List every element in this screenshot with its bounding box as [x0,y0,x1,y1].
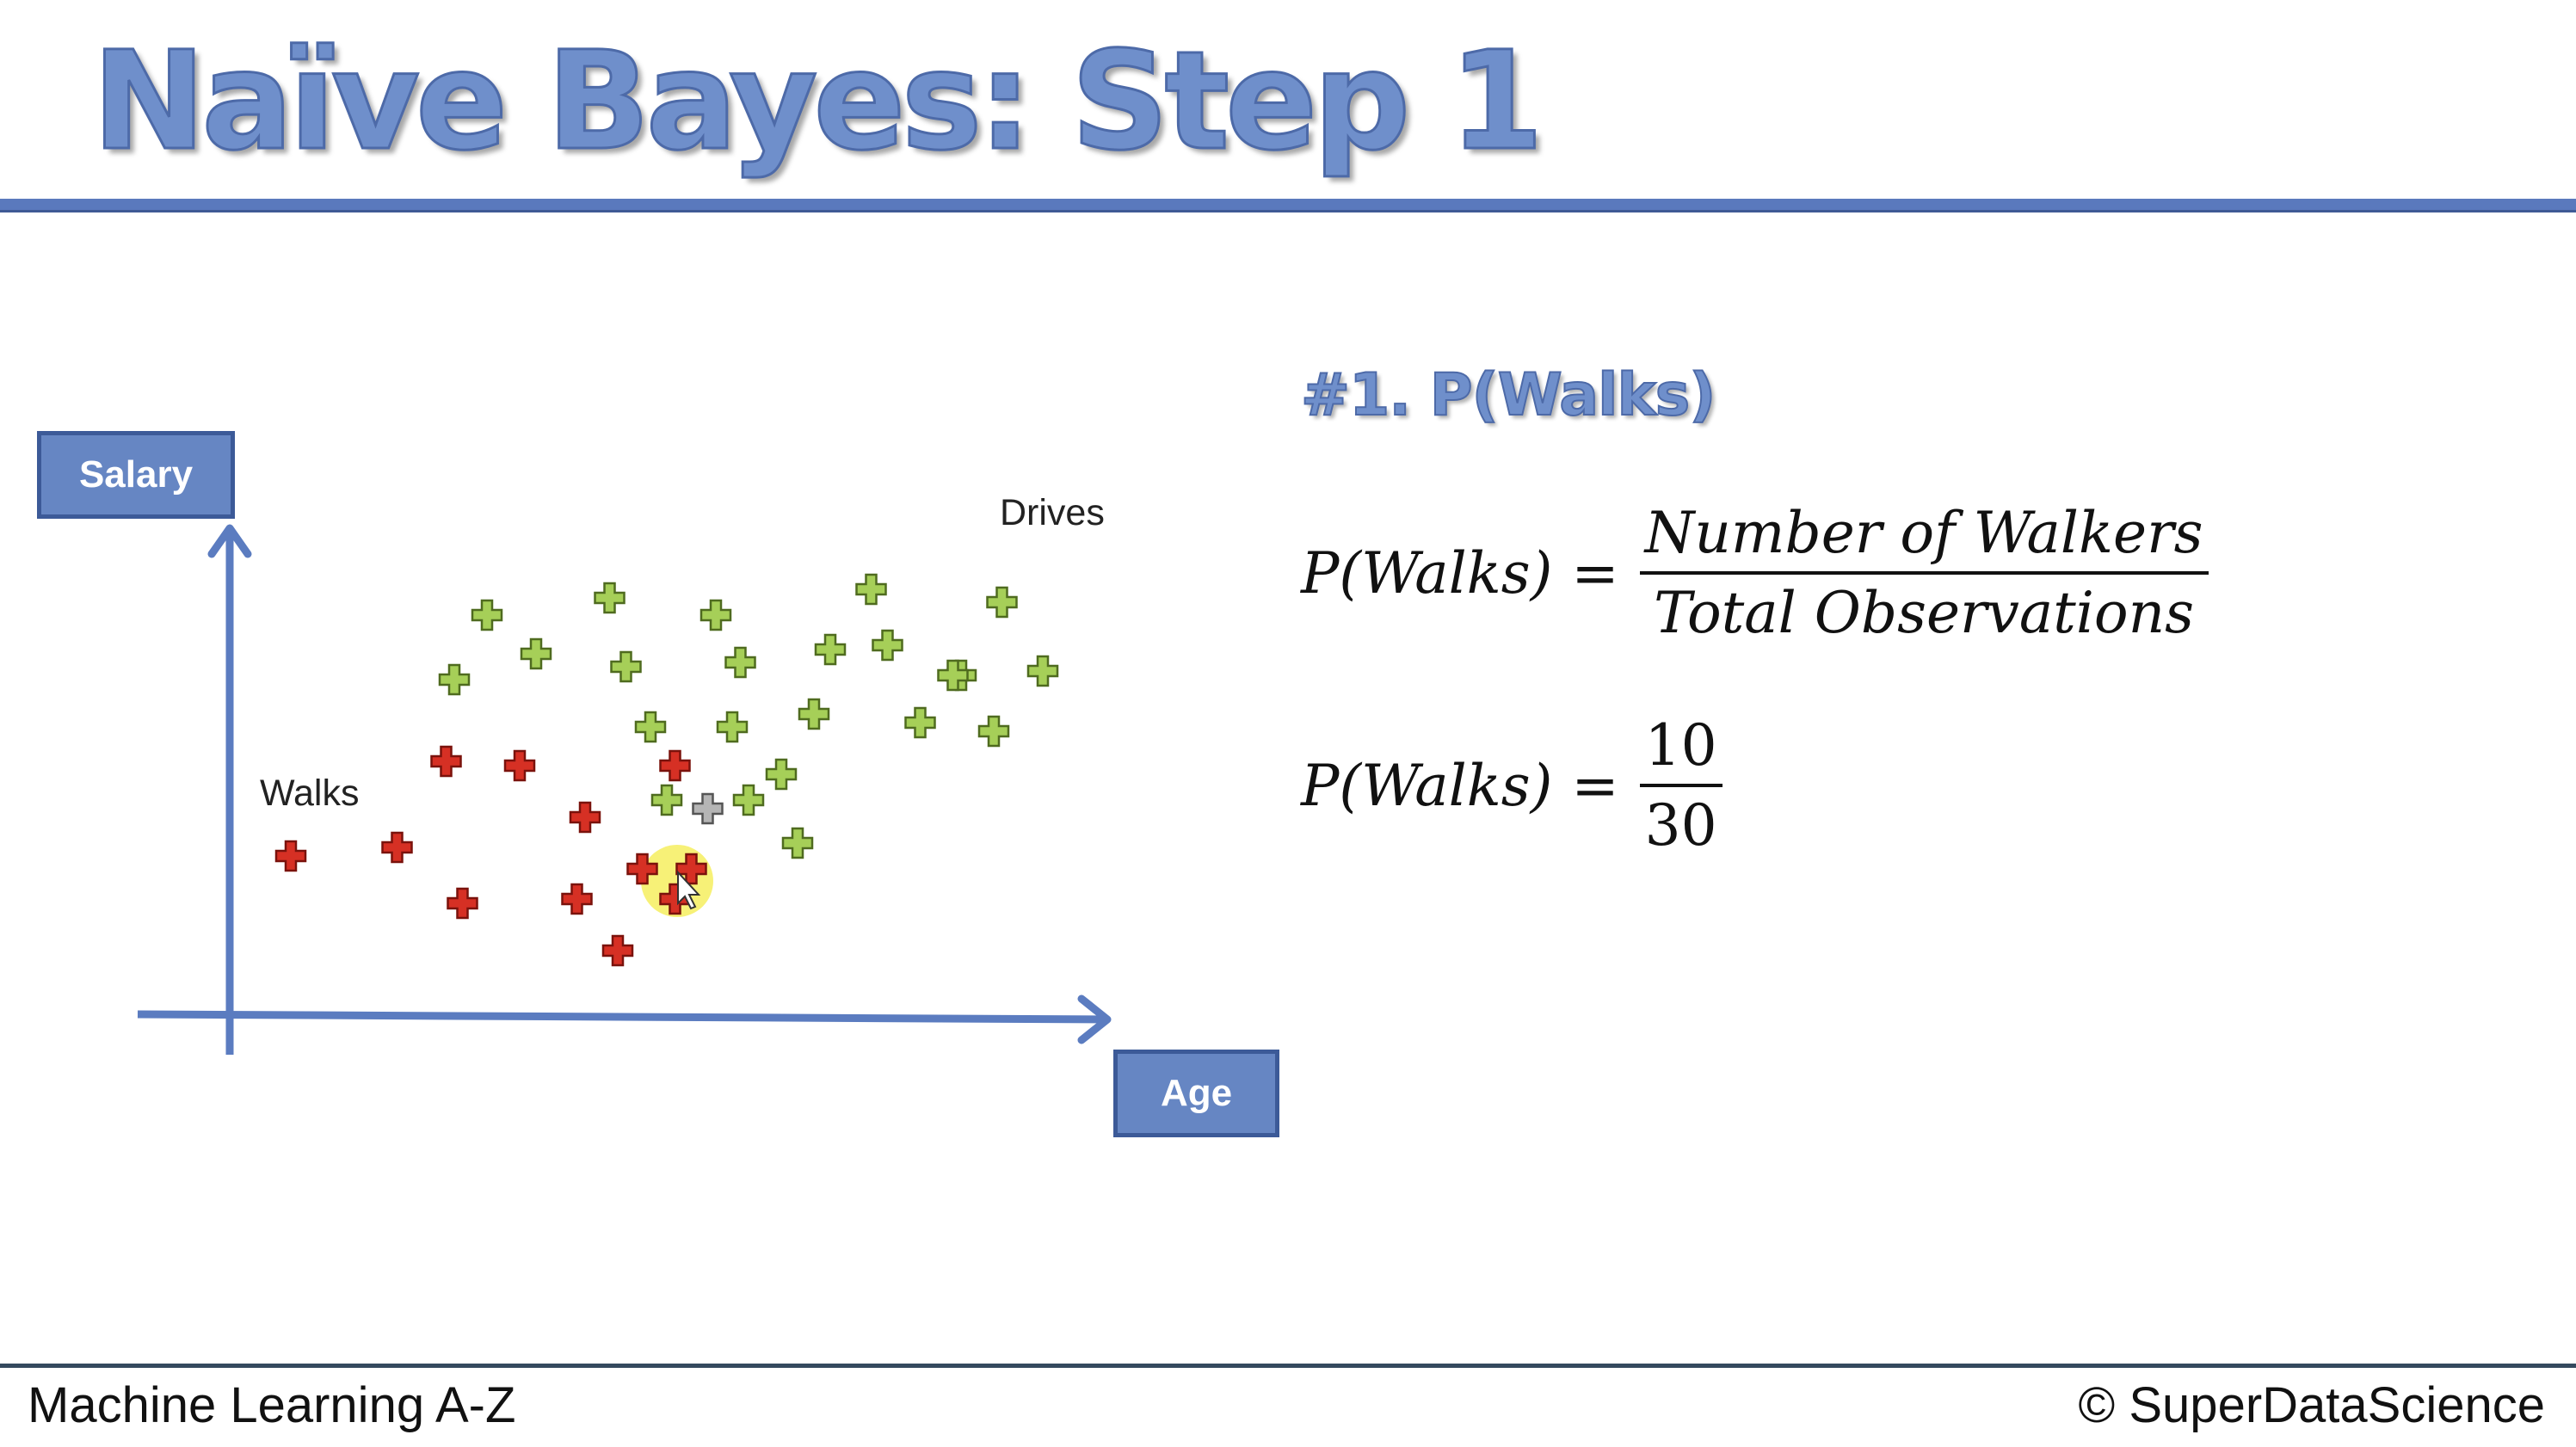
new-observation-point [692,792,724,825]
walks-point [626,853,658,885]
fraction: Number of Walkers Total Observations [1639,495,2209,651]
drives-cluster-label: Drives [1000,492,1105,533]
title-divider [0,199,2576,212]
x-axis-label: Age [1113,1050,1279,1137]
footer-divider [0,1364,2576,1368]
course-name: Machine Learning A-Z [28,1377,516,1433]
drives-point [610,650,642,683]
mouse-cursor-icon [677,870,701,910]
drives-point [765,758,798,791]
walks-point [659,749,691,782]
walks-point [601,934,634,967]
x-axis-arrow-icon [1077,994,1112,1044]
drives-point [438,663,471,696]
equals-sign: = [1571,539,1619,607]
walks-point [675,853,707,885]
step-subtitle: #1. P(Walks) [1300,360,1716,430]
walks-point [274,840,307,872]
fraction-bar [1639,571,2209,576]
drives-point [634,711,667,743]
drives-point [471,599,503,631]
drives-point [986,586,1018,619]
drives-point [724,646,756,679]
fraction-numerator: 10 [1644,712,1717,779]
walks-point [503,749,536,782]
probability-formula-general: P(Walks) = Number of Walkers Total Obser… [1301,495,2209,651]
walks-point [447,887,478,920]
drives-point [904,706,936,739]
drives-point [520,637,552,670]
slide-title: Naïve Bayes: Step 1 [90,22,1544,181]
y-axis-label: Salary [37,431,235,519]
formula-lhs: P(Walks) [1301,539,1553,607]
fraction-bar [1639,784,1722,788]
drives-point [977,715,1010,748]
probability-formula-numeric: P(Walks) = 10 30 [1301,707,1722,864]
walks-point [430,745,462,778]
drives-point [716,711,749,743]
copyright-notice: © SuperDataScience [2078,1377,2545,1433]
walks-point [381,831,413,864]
fraction-denominator: 30 [1644,792,1717,859]
drives-point [1026,655,1059,687]
formula-lhs: P(Walks) [1301,752,1553,819]
drives-point [937,659,969,692]
scatter-chart [137,524,1112,1055]
drives-point [650,784,683,816]
drives-point [814,633,847,666]
fraction-numerator: Number of Walkers [1644,500,2203,566]
walks-point [561,883,593,915]
drives-point [594,582,626,614]
fraction-denominator: Total Observations [1654,580,2194,647]
x-axis-line [137,1010,1106,1024]
drives-point [781,827,814,859]
fraction: 10 30 [1639,707,1722,864]
drives-point [798,698,830,730]
drives-point [732,784,765,816]
walks-point [569,801,601,834]
equals-sign: = [1571,752,1619,819]
y-axis-arrow-icon [207,524,252,558]
drives-point [855,573,887,606]
drives-point [699,599,732,631]
drives-point [872,629,903,662]
walks-cluster-label: Walks [260,773,360,814]
